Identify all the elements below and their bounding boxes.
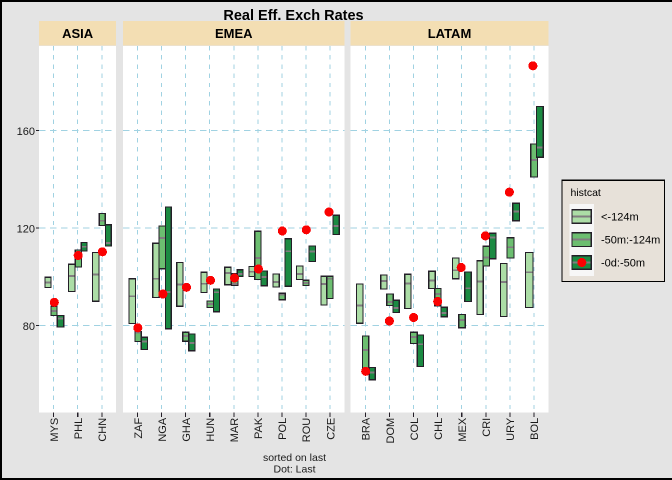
svg-text:POL: POL (277, 418, 289, 440)
svg-text:URY: URY (505, 417, 517, 441)
svg-text:Real Eff. Exch Rates: Real Eff. Exch Rates (223, 8, 363, 24)
svg-text:ZAF: ZAF (133, 418, 145, 439)
svg-text:<-124m: <-124m (601, 212, 639, 224)
svg-text:GHA: GHA (181, 417, 193, 442)
svg-text:160: 160 (17, 126, 35, 138)
svg-text:NGA: NGA (157, 417, 169, 442)
svg-text:ASIA: ASIA (62, 26, 94, 41)
svg-text:80: 80 (23, 321, 35, 333)
svg-text:CRI: CRI (481, 418, 493, 437)
svg-text:EMEA: EMEA (215, 26, 253, 41)
svg-text:COL: COL (409, 418, 421, 441)
svg-text:PHL: PHL (73, 418, 85, 439)
svg-text:-0d:-50m: -0d:-50m (601, 258, 645, 270)
svg-text:BOL: BOL (529, 418, 541, 440)
svg-text:-50m:-124m: -50m:-124m (601, 235, 660, 247)
svg-text:HUN: HUN (205, 418, 217, 442)
svg-text:DOM: DOM (385, 418, 397, 444)
svg-text:120: 120 (17, 224, 35, 236)
svg-text:MEX: MEX (457, 417, 469, 442)
svg-text:CHN: CHN (97, 418, 109, 442)
svg-text:CHL: CHL (433, 418, 445, 440)
svg-text:PAK: PAK (253, 417, 265, 439)
svg-text:LATAM: LATAM (428, 26, 472, 41)
svg-text:MAR: MAR (229, 418, 241, 443)
svg-text:MYS: MYS (49, 418, 61, 442)
svg-text:BRA: BRA (361, 417, 373, 440)
svg-text:CZE: CZE (325, 418, 337, 440)
svg-text:sorted on last: sorted on last (263, 452, 326, 464)
svg-text:ROU: ROU (301, 418, 313, 443)
svg-text:histcat: histcat (571, 187, 601, 199)
svg-text:Dot: Last: Dot: Last (273, 464, 315, 476)
